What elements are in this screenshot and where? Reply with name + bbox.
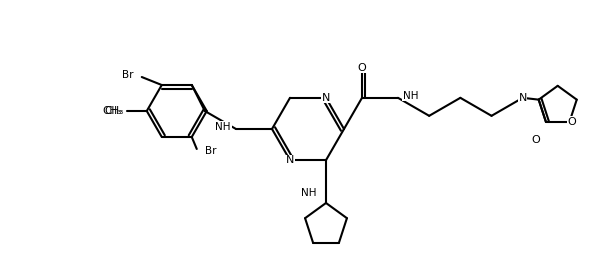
Text: CH₃: CH₃ xyxy=(102,106,122,116)
Text: Br: Br xyxy=(205,146,216,156)
Text: O: O xyxy=(358,63,367,73)
Text: Br: Br xyxy=(122,70,134,80)
Text: O: O xyxy=(531,135,540,145)
Text: NH: NH xyxy=(403,91,419,101)
Text: N: N xyxy=(519,93,527,103)
Text: CH₃: CH₃ xyxy=(104,106,124,116)
Text: NH: NH xyxy=(216,122,231,132)
Text: NH: NH xyxy=(301,188,316,198)
Text: O: O xyxy=(567,117,576,127)
Text: N: N xyxy=(322,93,330,103)
Text: N: N xyxy=(286,155,294,165)
